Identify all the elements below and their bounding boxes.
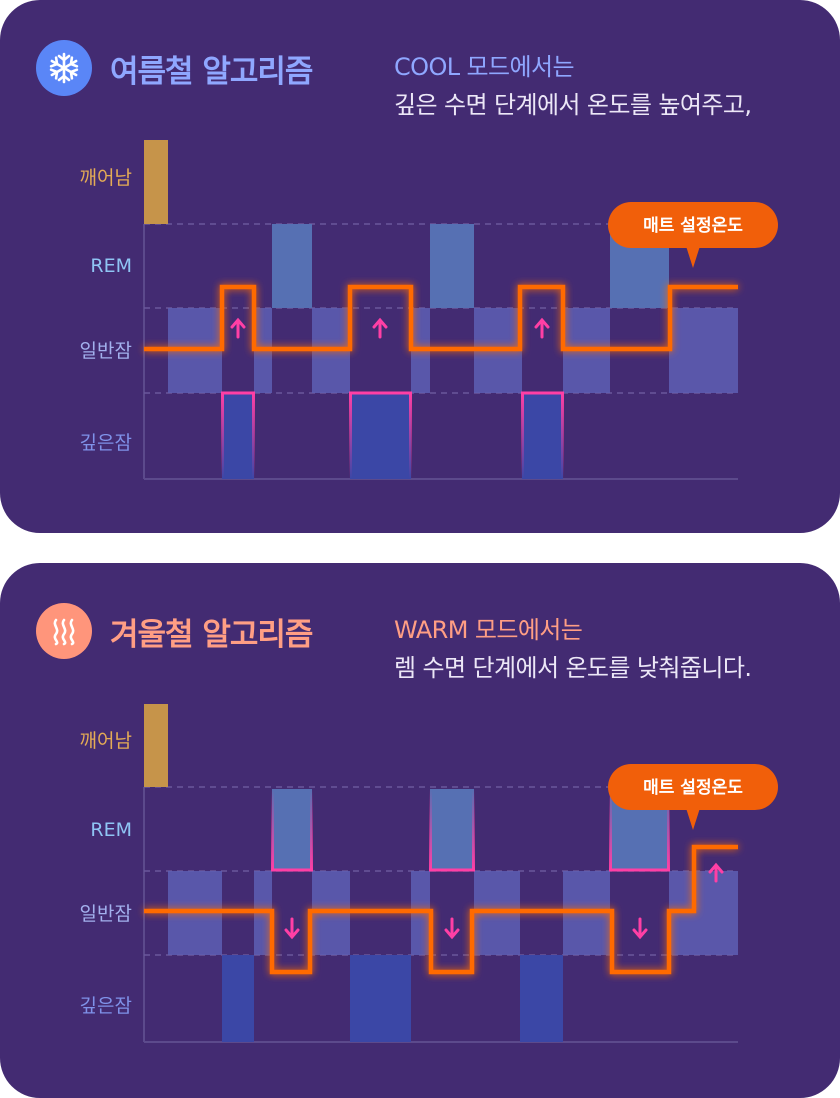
winter-highlight-edge (667, 789, 670, 871)
winter-deep-bar (222, 955, 254, 1042)
up-arrow-icon (534, 317, 550, 339)
summer-label-awake: 깨어남 (80, 167, 132, 189)
winter-desc-line2: 렘 수면 단계에서 온도를 낮춰줍니다. (394, 654, 752, 682)
winter-rem-bar (430, 789, 474, 871)
summer-rem-bar (430, 224, 474, 308)
winter-deep-bar (520, 955, 563, 1042)
winter-description: WARM 모드에서는 렘 수면 단계에서 온도를 낮춰줍니다. (394, 611, 752, 687)
summer-awake-bar (144, 140, 168, 224)
winter-label-awake: 깨어남 (80, 730, 132, 752)
summer-badge (36, 40, 92, 96)
winter-deep-bar (350, 955, 411, 1042)
summer-description: COOL 모드에서는 깊은 수면 단계에서 온도를 높여주고, (394, 48, 752, 124)
winter-title: 겨울철 알고리즘 (110, 617, 313, 653)
summer-sleep-chart: 깨어남 REM 일반잠 깊은잠 (80, 140, 778, 480)
winter-highlight-edge (472, 789, 475, 871)
summer-desc-line1-rest: 모드에서는 (459, 53, 575, 81)
up-arrow-icon (708, 862, 724, 883)
winter-label-light: 일반잠 (80, 903, 132, 925)
summer-highlight-edge (221, 393, 224, 479)
down-arrow-icon (284, 917, 300, 940)
summer-mode-label: COOL (394, 53, 460, 81)
winter-temperature-line (144, 844, 738, 975)
winter-awake-bar (144, 704, 168, 787)
summer-light-bar (669, 308, 738, 393)
heat-waves-icon (53, 618, 75, 646)
winter-desc-line1: WARM 모드에서는 (394, 611, 751, 649)
winter-badge (36, 603, 92, 659)
winter-algorithm-card: 겨울철 알고리즘 WARM 모드에서는 렘 수면 단계에서 온도를 낮춰줍니다.… (0, 563, 840, 1098)
winter-mode-label: WARM (394, 616, 468, 644)
summer-rem-bar (272, 224, 312, 308)
winter-label-deep: 깊은잠 (80, 995, 132, 1017)
summer-label-deep: 깊은잠 (80, 432, 132, 454)
snowflake-icon (48, 52, 80, 84)
summer-desc-line1: COOL 모드에서는 (394, 48, 751, 86)
winter-highlight-edge (609, 789, 612, 871)
summer-title: 여름철 알고리즘 (110, 54, 313, 90)
summer-highlight-edge (409, 393, 412, 479)
down-arrow-icon (444, 917, 460, 940)
summer-deep-bar (222, 393, 254, 479)
winter-sleep-chart: 깨어남 REM 일반잠 깊은잠 (80, 704, 778, 1043)
up-arrow-icon (230, 317, 246, 339)
summer-label-rem: REM (90, 255, 132, 277)
winter-desc-line1-rest: 모드에서는 (467, 616, 583, 644)
winter-callout: 매트 설정온도 (608, 764, 778, 830)
summer-algorithm-card: 여름철 알고리즘 COOL 모드에서는 깊은 수면 단계에서 온도를 높여주고,… (0, 0, 840, 533)
up-arrow-icon (372, 317, 388, 339)
summer-temperature-line (144, 284, 738, 352)
summer-label-light: 일반잠 (80, 340, 132, 362)
summer-callout: 매트 설정온도 (608, 202, 778, 268)
winter-callout-text: 매트 설정온도 (643, 778, 743, 798)
summer-deep-bar (350, 393, 411, 479)
summer-highlight-edge (521, 393, 524, 479)
summer-callout-text: 매트 설정온도 (643, 216, 743, 236)
winter-highlight-edge (429, 789, 432, 871)
summer-desc-line2: 깊은 수면 단계에서 온도를 높여주고, (394, 91, 752, 119)
down-arrow-icon (632, 917, 648, 940)
summer-highlight-edge (349, 393, 352, 479)
winter-label-rem: REM (90, 819, 132, 841)
summer-highlight-edge (252, 393, 255, 479)
winter-highlight-edge (310, 789, 313, 871)
summer-deep-bar (522, 393, 563, 479)
winter-highlight-edge (271, 789, 274, 871)
winter-rem-bar (272, 789, 312, 871)
summer-highlight-edge (561, 393, 564, 479)
